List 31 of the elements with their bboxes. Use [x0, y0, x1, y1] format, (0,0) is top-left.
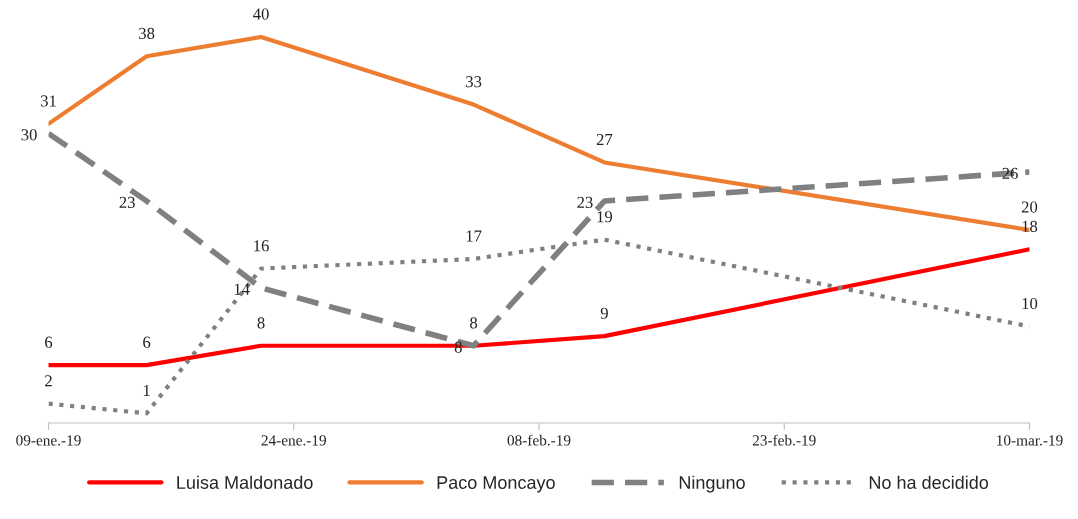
data-label: 8: [257, 317, 265, 329]
x-tick-label: 23-feb.-19: [752, 434, 816, 446]
data-label: 6: [45, 336, 53, 348]
legend-label: No ha decidido: [869, 475, 989, 489]
legend-label: Paco Moncayo: [437, 476, 555, 493]
data-label: 8: [470, 317, 478, 329]
x-tick-label: 24-ene.-19: [261, 435, 326, 446]
data-label: 33: [466, 76, 482, 88]
data-label: 9: [600, 307, 608, 319]
data-label: 16: [254, 240, 269, 252]
x-tick-label: 10-mar.-19: [997, 435, 1063, 446]
legend-label: Luisa Maldonado: [177, 475, 313, 489]
data-label: 19: [597, 211, 613, 223]
data-label: 20: [1021, 201, 1038, 213]
data-label: 27: [596, 133, 613, 145]
legend-label: Ninguno: [679, 475, 745, 493]
data-label: 10: [1022, 297, 1038, 310]
data-label: 17: [466, 230, 482, 242]
data-label: 14: [234, 283, 250, 295]
data-label: 30: [21, 129, 37, 141]
x-tick-label: 09-ene.-19: [16, 435, 81, 446]
data-label: 40: [253, 8, 269, 20]
data-label: 1: [143, 384, 150, 396]
data-label: 6: [143, 336, 151, 348]
data-label: 23: [577, 196, 593, 208]
data-label: 31: [40, 95, 56, 107]
data-label: 23: [119, 196, 135, 208]
data-label: 18: [1022, 220, 1038, 233]
x-tick-label: 08-feb.-19: [507, 434, 571, 446]
data-label: 2: [45, 375, 52, 387]
data-label: 38: [139, 27, 155, 40]
